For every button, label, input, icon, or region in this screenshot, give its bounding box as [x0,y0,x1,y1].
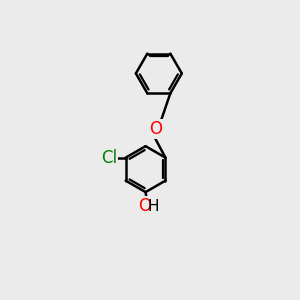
Text: O: O [138,197,151,215]
Text: Cl: Cl [101,149,118,167]
Text: H: H [148,199,159,214]
Text: O: O [149,120,162,138]
